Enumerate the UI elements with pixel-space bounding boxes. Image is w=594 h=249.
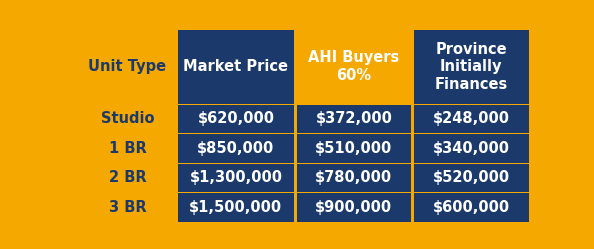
Text: $248,000: $248,000 [433,112,510,126]
FancyBboxPatch shape [178,164,294,192]
FancyBboxPatch shape [297,105,411,133]
FancyBboxPatch shape [178,193,294,222]
Text: $340,000: $340,000 [433,141,510,156]
Text: $900,000: $900,000 [315,200,393,215]
Text: 2 BR: 2 BR [109,171,146,186]
FancyBboxPatch shape [80,30,175,104]
Text: $510,000: $510,000 [315,141,393,156]
Text: $1,300,000: $1,300,000 [189,171,282,186]
FancyBboxPatch shape [80,134,175,163]
Text: $620,000: $620,000 [197,112,274,126]
Text: Unit Type: Unit Type [89,59,166,74]
Text: $850,000: $850,000 [197,141,274,156]
Text: $520,000: $520,000 [433,171,510,186]
FancyBboxPatch shape [413,193,529,222]
FancyBboxPatch shape [178,105,294,133]
Text: Province
Initially
Finances: Province Initially Finances [435,42,508,92]
Text: AHI Buyers
60%: AHI Buyers 60% [308,51,400,83]
FancyBboxPatch shape [178,134,294,163]
FancyBboxPatch shape [80,193,175,222]
FancyBboxPatch shape [297,193,411,222]
FancyBboxPatch shape [297,30,411,104]
FancyBboxPatch shape [80,164,175,192]
FancyBboxPatch shape [297,164,411,192]
Text: Market Price: Market Price [184,59,289,74]
Text: $372,000: $372,000 [315,112,392,126]
Text: $780,000: $780,000 [315,171,393,186]
FancyBboxPatch shape [413,30,529,104]
Text: $1,500,000: $1,500,000 [189,200,283,215]
Text: Studio: Studio [100,112,154,126]
FancyBboxPatch shape [297,134,411,163]
Text: $600,000: $600,000 [433,200,510,215]
Text: 3 BR: 3 BR [109,200,146,215]
FancyBboxPatch shape [80,105,175,133]
Text: 1 BR: 1 BR [109,141,146,156]
FancyBboxPatch shape [413,164,529,192]
FancyBboxPatch shape [413,134,529,163]
FancyBboxPatch shape [178,30,294,104]
FancyBboxPatch shape [413,105,529,133]
